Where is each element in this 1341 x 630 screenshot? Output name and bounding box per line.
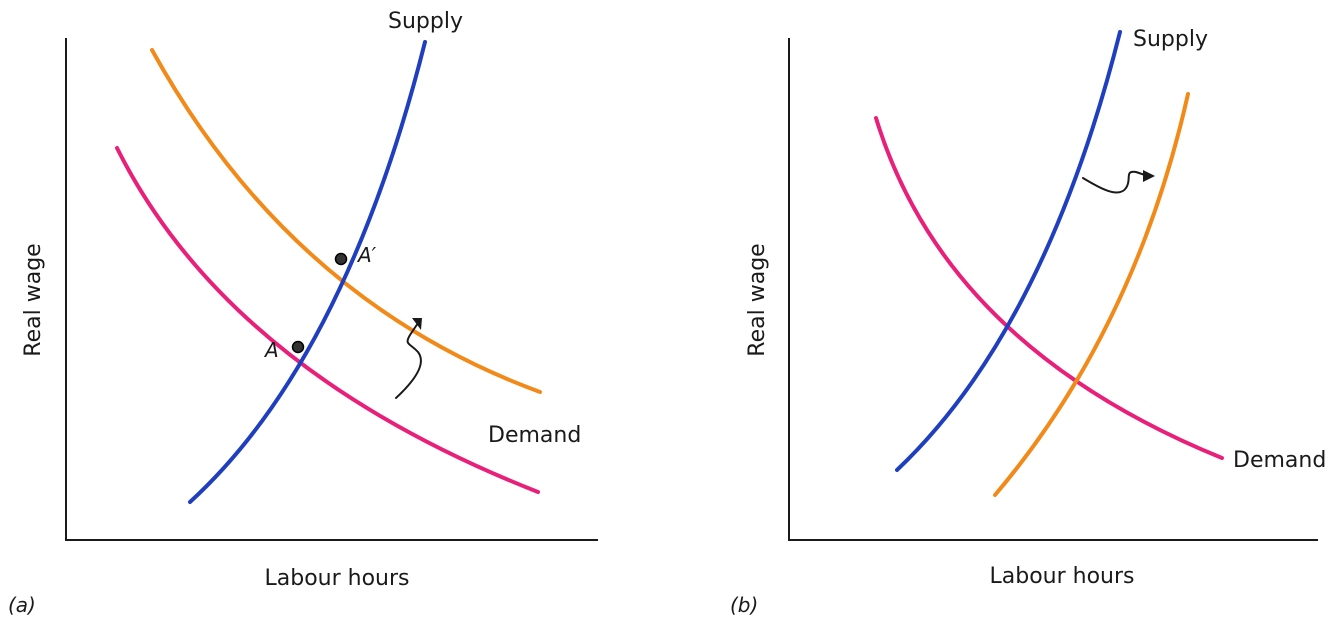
panel-a-shifted-demand-curve: [150, 48, 542, 394]
panel-b-shift-arrow-icon: [1082, 170, 1155, 194]
panel-b-demand-curve: [874, 116, 1224, 460]
panel-a-x-axis-label: Labour hours: [265, 566, 410, 591]
panel-a-point-a-prime-marker: [334, 252, 348, 266]
panel-a-point-a-prime-label: A′: [356, 243, 377, 267]
panel-b-supply-curve: [895, 30, 1122, 472]
panel-b-axes: [788, 38, 1318, 541]
panel-a-demand-label: Demand: [488, 423, 581, 448]
panel-a-point-a-marker: [291, 340, 305, 354]
panel-b-tag: (b): [730, 593, 758, 617]
panel-a-demand-curve: [115, 146, 540, 494]
panel-b-supply-label: Supply: [1133, 27, 1208, 52]
panel-b-x-axis-label: Labour hours: [990, 564, 1135, 589]
panel-a-point-a-label: A: [263, 338, 279, 362]
panel-b-demand-label: Demand: [1233, 448, 1326, 473]
panel-b: Real wage Labour hours (b) Supply Demand: [730, 27, 1326, 617]
panel-b-shifted-supply-curve: [993, 92, 1190, 497]
panel-a-tag: (a): [8, 593, 36, 617]
panel-a-supply-curve: [188, 40, 427, 504]
panel-a-shift-arrow-icon: [395, 318, 422, 399]
panel-b-y-axis-label: Real wage: [745, 243, 770, 356]
panel-a-supply-label: Supply: [388, 9, 463, 34]
panel-a-axes: [65, 38, 598, 541]
panel-a-y-axis-label: Real wage: [21, 243, 46, 356]
panel-a: Real wage Labour hours (a) Supply Demand…: [8, 9, 598, 617]
